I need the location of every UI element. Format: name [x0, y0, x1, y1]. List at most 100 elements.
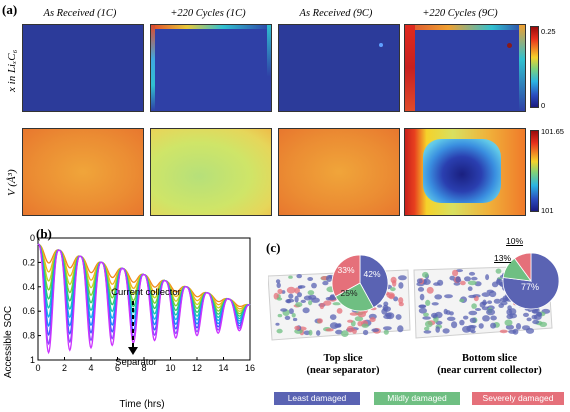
x-tick-label: 0 [35, 363, 40, 373]
particle [467, 286, 473, 291]
particle [390, 287, 396, 292]
x-tick-label: 4 [88, 363, 93, 373]
particle [316, 330, 321, 336]
particle [464, 276, 471, 282]
particle [362, 329, 369, 336]
particle [417, 287, 425, 292]
top-slice-label-line1: Top slice [323, 353, 363, 364]
particle [416, 278, 423, 284]
particle [277, 313, 283, 318]
particle [495, 268, 502, 274]
particle [284, 315, 291, 320]
particle [419, 293, 425, 301]
pie-bottom-severely-slice [513, 252, 532, 283]
particle [295, 302, 303, 308]
particle [294, 325, 300, 331]
particle [275, 279, 281, 284]
particle [418, 307, 427, 314]
particle [449, 275, 456, 281]
particle [357, 310, 367, 318]
particle [296, 274, 302, 279]
particle [449, 311, 454, 316]
particle [468, 271, 476, 276]
soc-chart: 0 2 4 6 8 10 12 14 16 0 0.2 0.4 0.6 0.8 1 Accessible S… [3, 233, 255, 410]
particle [294, 287, 300, 294]
legend-least-damaged: Least damaged [274, 392, 360, 405]
particle [385, 312, 395, 320]
map-x-220-cycles-1c [150, 24, 272, 112]
particle [317, 318, 323, 324]
particle [523, 312, 529, 317]
particle [466, 325, 476, 332]
particle [433, 282, 441, 286]
particle [297, 292, 302, 298]
particle [383, 306, 391, 312]
column-title-220-cycles-9c: +220 Cycles (9C) [422, 8, 498, 19]
map-v-as-received-9c [278, 128, 400, 216]
particle [469, 317, 477, 323]
particle [397, 325, 404, 333]
particle [475, 308, 482, 311]
legend-severely-damaged: Severely damaged [472, 392, 564, 405]
particle [302, 307, 310, 314]
particle [383, 329, 389, 335]
particle [294, 295, 299, 303]
particle [388, 293, 395, 300]
pie-top-mildly-label: 25% [340, 288, 357, 298]
colorbar-v-min: 101 [541, 206, 554, 215]
particle [482, 315, 490, 322]
particle [398, 297, 404, 304]
particle [425, 320, 433, 328]
particle [398, 275, 407, 281]
panel-c-letter: (c) [266, 240, 281, 255]
x-tick-label: 6 [115, 363, 120, 373]
soc-series-line [37, 243, 251, 355]
colorbar-v-max: 101.65 [541, 127, 564, 136]
particle [292, 317, 298, 322]
y-tick-label: 0.4 [22, 282, 35, 292]
legend-mildly-damaged: Mildly damaged [374, 392, 460, 405]
bottom-slice-label: Bottom slice (near current collector) [412, 353, 567, 377]
particle [325, 297, 332, 301]
particle [451, 321, 458, 329]
particle [286, 298, 295, 303]
particle [361, 323, 369, 328]
particle [336, 308, 343, 314]
particle [354, 316, 364, 322]
soc-series-line [37, 243, 251, 310]
particle [288, 308, 294, 315]
particle [357, 321, 363, 327]
particle [300, 299, 306, 303]
particle [424, 326, 430, 331]
y-tick-label: 0.2 [22, 257, 35, 267]
particle [423, 330, 432, 334]
pie-bottom-mildly-label: 13% [494, 253, 512, 263]
y-tick-label: 1 [30, 355, 35, 365]
particle [460, 280, 466, 286]
particle [308, 329, 313, 336]
particle [307, 290, 315, 296]
particle [505, 324, 514, 330]
particle [288, 275, 293, 279]
pie-top-severely-label: 33% [337, 265, 354, 275]
particle [442, 328, 450, 334]
annotation-arrowhead [128, 347, 138, 355]
particle [459, 298, 465, 303]
particle [446, 316, 456, 321]
particle [463, 315, 469, 320]
x-tick-label: 16 [245, 363, 255, 373]
particle [452, 269, 459, 277]
particle [325, 328, 334, 332]
row-label-x-in-lixc6: x in LiₓC₆ [6, 49, 18, 92]
x-tick-label: 14 [218, 363, 228, 373]
particle [393, 296, 399, 302]
particle [504, 319, 513, 326]
map-x-220-cycles-9c [404, 24, 526, 112]
particle [308, 300, 313, 306]
particle [481, 292, 491, 297]
particle [459, 319, 465, 326]
particle [383, 301, 389, 307]
particle [297, 285, 303, 289]
particle [525, 327, 535, 334]
particle [485, 274, 490, 281]
